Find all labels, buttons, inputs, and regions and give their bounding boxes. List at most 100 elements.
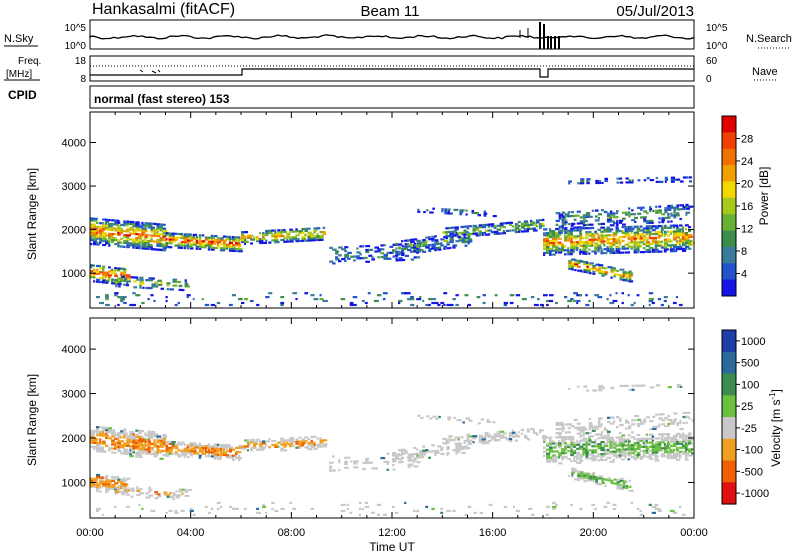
velocity-cell <box>582 439 587 442</box>
noise-sky-label: N.Sky <box>4 33 34 45</box>
power-cell <box>447 210 450 213</box>
power-colorbar-swatch <box>722 148 736 166</box>
power-cell <box>120 271 125 274</box>
power-cell <box>219 249 225 252</box>
velocity-cell <box>461 451 466 454</box>
power-cell <box>210 244 213 247</box>
velocity-cell <box>654 441 659 444</box>
power-cell <box>150 234 154 237</box>
power-cell <box>114 227 117 230</box>
velocity-cell <box>601 479 604 483</box>
power-cell <box>672 244 677 247</box>
power-cell <box>274 237 278 240</box>
power-cell <box>362 245 365 248</box>
velocity-cell <box>138 443 143 446</box>
velocity-cell <box>210 449 216 452</box>
power-cell <box>307 237 311 240</box>
power-cell <box>651 233 656 236</box>
velocity-cell <box>636 441 640 445</box>
power-cell <box>153 234 157 237</box>
power-cell <box>645 229 651 232</box>
velocity-cell <box>108 449 111 452</box>
velocity-cell <box>356 460 359 463</box>
power-cell <box>353 259 356 262</box>
power-cell <box>627 235 630 238</box>
velocity-colorbar-tick-label: -25 <box>741 423 757 435</box>
velocity-cell <box>213 443 218 446</box>
velocity-cell <box>588 443 591 446</box>
velocity-cell <box>426 415 430 418</box>
velocity-cell <box>570 447 573 451</box>
power-cell <box>228 235 232 239</box>
velocity-cell <box>511 435 516 438</box>
velocity-cell <box>571 469 576 472</box>
power-cell <box>443 239 448 242</box>
velocity-cell <box>132 441 136 444</box>
velocity-cell <box>669 440 674 444</box>
power-cell <box>416 251 419 254</box>
velocity-cell <box>654 457 658 460</box>
velocity-cell <box>111 441 115 444</box>
power-colorbar-tick-label: 24 <box>741 156 753 168</box>
velocity-cell <box>636 451 641 455</box>
velocity-cell <box>484 434 489 437</box>
velocity-cell <box>364 501 369 504</box>
velocity-cell <box>618 442 624 445</box>
velocity-cell <box>652 415 656 418</box>
velocity-cell <box>216 507 220 510</box>
velocity-cell <box>648 449 653 452</box>
power-cell <box>231 243 235 247</box>
power-cell <box>567 223 571 226</box>
power-cell <box>123 273 127 277</box>
velocity-cell <box>189 448 195 451</box>
velocity-cell <box>607 477 611 480</box>
power-cell <box>555 212 561 215</box>
power-cell <box>465 209 468 212</box>
velocity-cell <box>561 456 566 459</box>
velocity-cell <box>181 488 185 491</box>
velocity-cell <box>499 436 504 439</box>
velocity-cell <box>350 460 353 463</box>
power-cell <box>441 210 444 213</box>
power-cell <box>648 235 651 238</box>
velocity-cell <box>407 459 413 462</box>
power-cell <box>606 250 610 253</box>
velocity-cell <box>172 494 176 497</box>
power-cell <box>383 255 388 259</box>
power-cell <box>165 299 168 303</box>
power-cell <box>404 247 409 250</box>
power-cell <box>244 240 249 243</box>
power-cell <box>183 239 187 242</box>
velocity-cell <box>238 456 242 460</box>
power-cell <box>616 269 619 273</box>
velocity-cell <box>319 441 324 444</box>
power-cell <box>365 256 368 259</box>
power-cell <box>630 231 633 234</box>
power-cell <box>558 247 561 250</box>
power-cell <box>159 239 164 242</box>
power-cell <box>685 207 690 210</box>
velocity-cell <box>99 476 104 479</box>
power-cell <box>664 180 667 183</box>
velocity-cell <box>329 461 334 464</box>
velocity-cell <box>630 444 634 447</box>
velocity-cell <box>150 432 154 436</box>
power-cell <box>600 222 605 225</box>
power-cell <box>657 242 662 245</box>
power-cell <box>642 231 647 234</box>
power-cell <box>126 230 130 233</box>
power-cell <box>307 233 311 236</box>
power-cell <box>627 233 631 236</box>
velocity-cell <box>129 451 132 454</box>
velocity-cell <box>636 439 640 443</box>
power-cell <box>675 224 679 227</box>
velocity-cell <box>457 442 462 445</box>
velocity-cell <box>630 501 634 504</box>
velocity-cell <box>639 509 642 512</box>
power-cell <box>434 241 439 244</box>
velocity-cell <box>654 445 659 448</box>
power-colorbar-tick-label: 20 <box>741 179 753 191</box>
power-cell <box>132 221 135 224</box>
velocity-cell <box>591 427 595 430</box>
power-cell <box>108 228 111 231</box>
